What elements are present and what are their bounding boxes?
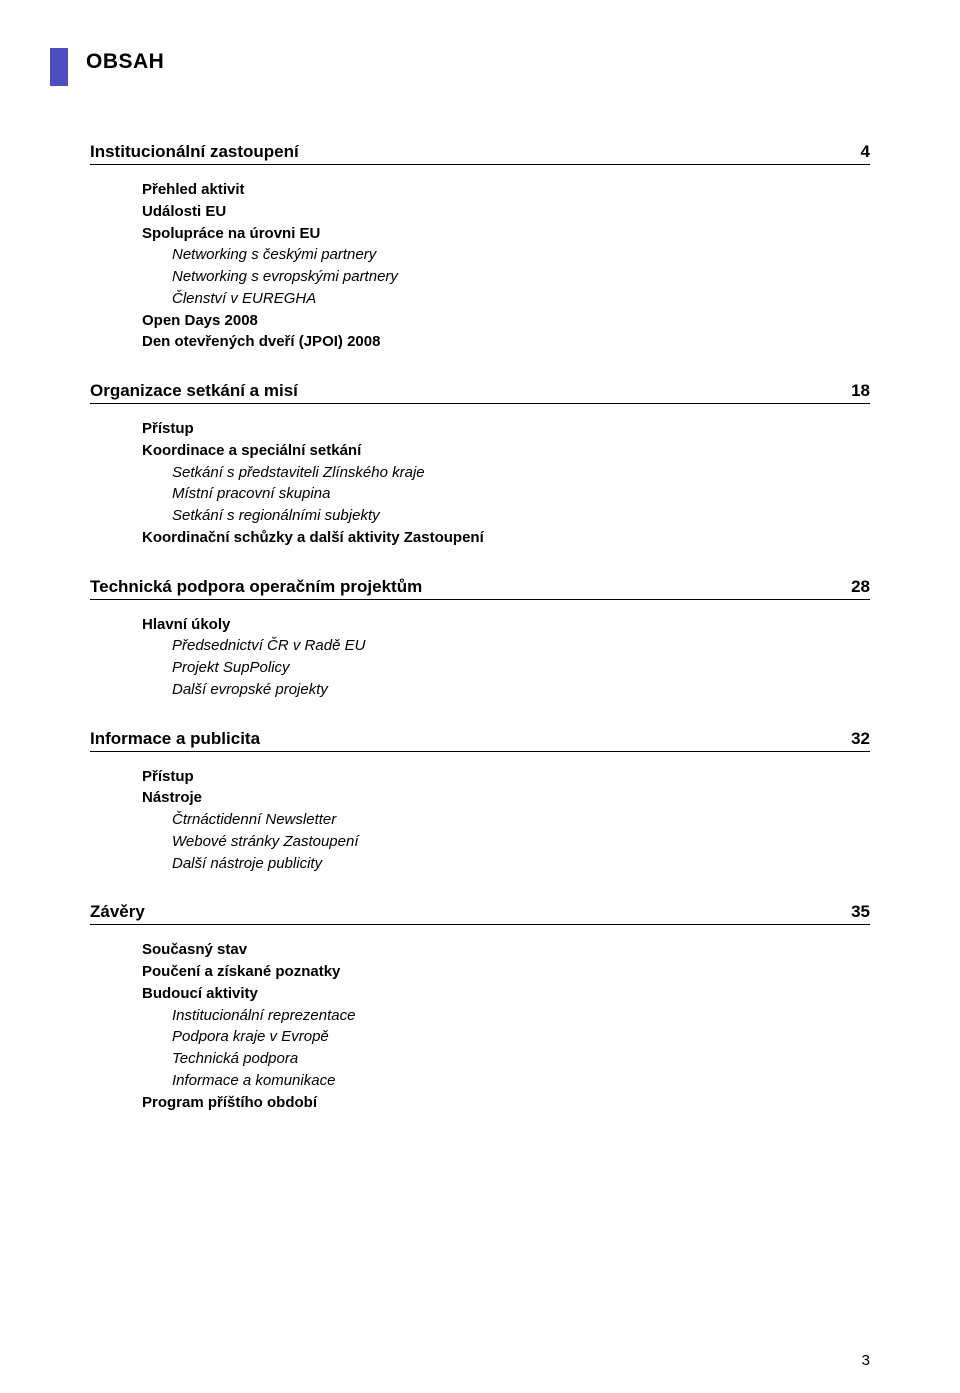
accent-bar: [50, 48, 68, 86]
document-page: OBSAH Institucionální zastoupení 4 Přehl…: [0, 0, 960, 1171]
section-title-row: Organizace setkání a misí 18: [90, 381, 870, 404]
toc-item: Den otevřených dveří (JPOI) 2008: [142, 331, 870, 353]
toc-subitem: Setkání s regionálními subjekty: [142, 505, 870, 527]
toc-subitem: Webové stránky Zastoupení: [142, 831, 870, 853]
toc-subitem: Čtrnáctidenní Newsletter: [142, 809, 870, 831]
toc-item: Události EU: [142, 201, 870, 223]
section-title-row: Informace a publicita 32: [90, 729, 870, 752]
toc-item: Přístup: [142, 418, 870, 440]
section-title-row: Institucionální zastoupení 4: [90, 142, 870, 165]
toc-section: Organizace setkání a misí 18 Přístup Koo…: [90, 381, 870, 549]
toc-subitem: Networking s evropskými partnery: [142, 266, 870, 288]
toc-section: Informace a publicita 32 Přístup Nástroj…: [90, 729, 870, 875]
section-items: Přehled aktivit Události EU Spolupráce n…: [90, 179, 870, 353]
section-page: 4: [861, 142, 870, 162]
toc-subitem: Místní pracovní skupina: [142, 483, 870, 505]
toc-item: Koordinace a speciální setkání: [142, 440, 870, 462]
toc-subitem: Členství v EUREGHA: [142, 288, 870, 310]
heading-row: OBSAH: [50, 48, 870, 86]
section-page: 18: [851, 381, 870, 401]
section-title: Závěry: [90, 902, 145, 922]
page-heading: OBSAH: [86, 48, 164, 74]
section-page: 28: [851, 577, 870, 597]
toc-item: Současný stav: [142, 939, 870, 961]
section-items: Přístup Nástroje Čtrnáctidenní Newslette…: [90, 766, 870, 875]
toc-item: Spolupráce na úrovni EU: [142, 223, 870, 245]
toc-subitem: Předsednictví ČR v Radě EU: [142, 635, 870, 657]
toc-item: Koordinační schůzky a další aktivity Zas…: [142, 527, 870, 549]
toc-subitem: Setkání s představiteli Zlínského kraje: [142, 462, 870, 484]
toc-section: Institucionální zastoupení 4 Přehled akt…: [90, 142, 870, 353]
toc-item: Poučení a získané poznatky: [142, 961, 870, 983]
toc-section: Technická podpora operačním projektům 28…: [90, 577, 870, 701]
section-title: Technická podpora operačním projektům: [90, 577, 422, 597]
section-title: Organizace setkání a misí: [90, 381, 298, 401]
section-items: Hlavní úkoly Předsednictví ČR v Radě EU …: [90, 614, 870, 701]
section-page: 35: [851, 902, 870, 922]
toc-item: Přístup: [142, 766, 870, 788]
section-title: Institucionální zastoupení: [90, 142, 299, 162]
toc-item: Hlavní úkoly: [142, 614, 870, 636]
toc-item: Budoucí aktivity: [142, 983, 870, 1005]
toc-subitem: Další nástroje publicity: [142, 853, 870, 875]
footer-page-number: 3: [862, 1352, 870, 1369]
toc-subitem: Technická podpora: [142, 1048, 870, 1070]
toc-section: Závěry 35 Současný stav Poučení a získan…: [90, 902, 870, 1113]
toc-subitem: Networking s českými partnery: [142, 244, 870, 266]
section-title: Informace a publicita: [90, 729, 260, 749]
section-items: Přístup Koordinace a speciální setkání S…: [90, 418, 870, 549]
toc-item: Open Days 2008: [142, 310, 870, 332]
toc-subitem: Další evropské projekty: [142, 679, 870, 701]
section-title-row: Závěry 35: [90, 902, 870, 925]
toc-item: Program příštího období: [142, 1092, 870, 1114]
toc-subitem: Institucionální reprezentace: [142, 1005, 870, 1027]
section-items: Současný stav Poučení a získané poznatky…: [90, 939, 870, 1113]
toc-item: Přehled aktivit: [142, 179, 870, 201]
toc-subitem: Projekt SupPolicy: [142, 657, 870, 679]
section-page: 32: [851, 729, 870, 749]
section-title-row: Technická podpora operačním projektům 28: [90, 577, 870, 600]
toc-subitem: Informace a komunikace: [142, 1070, 870, 1092]
toc-subitem: Podpora kraje v Evropě: [142, 1026, 870, 1048]
toc-item: Nástroje: [142, 787, 870, 809]
